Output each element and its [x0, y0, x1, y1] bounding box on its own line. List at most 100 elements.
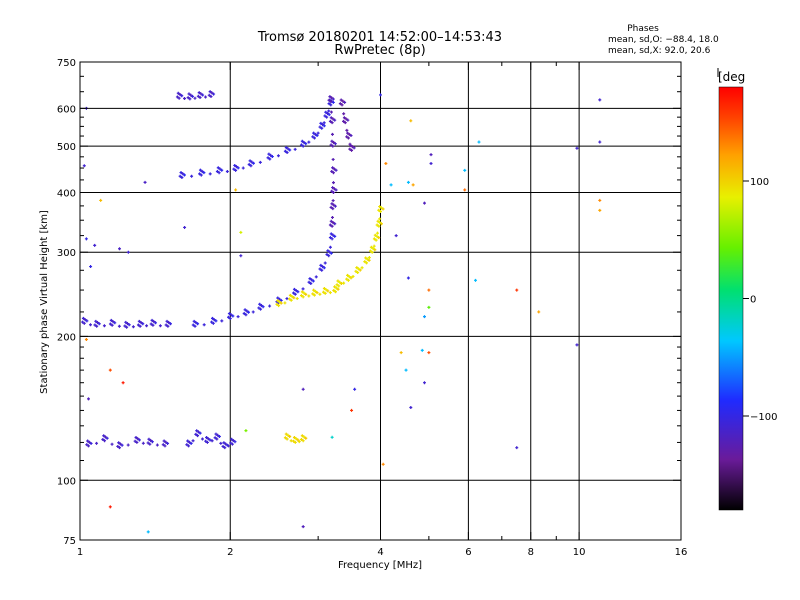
data-point: [285, 297, 289, 301]
data-point: [286, 147, 290, 151]
data-point: [346, 136, 350, 140]
data-point: [230, 442, 234, 446]
data-point: [192, 319, 196, 323]
data-point: [185, 443, 189, 447]
data-point: [284, 146, 288, 150]
data-point: [93, 323, 97, 327]
data-point: [331, 144, 335, 148]
data-point: [346, 131, 350, 135]
data-point: [283, 149, 287, 153]
data-point: [101, 437, 105, 441]
data-point: [148, 442, 152, 446]
y-tick-label: 300: [57, 248, 76, 259]
data-point: [406, 276, 410, 280]
data-point: [537, 310, 541, 314]
data-point: [201, 93, 205, 97]
data-point: [333, 222, 337, 226]
data-point: [316, 131, 320, 135]
data-point: [202, 323, 206, 327]
data-point: [330, 169, 334, 173]
x-tick-label: 16: [675, 547, 688, 558]
data-point: [124, 320, 128, 324]
data-point: [179, 171, 183, 175]
data-point: [199, 92, 203, 96]
data-point: [330, 224, 334, 228]
data-point: [327, 109, 331, 113]
data-point: [331, 186, 335, 190]
data-point: [307, 140, 311, 144]
data-point: [85, 443, 89, 447]
data-point: [196, 434, 200, 438]
data-point: [94, 319, 98, 323]
data-point: [250, 160, 254, 164]
data-point: [275, 302, 279, 306]
data-point: [331, 190, 335, 194]
data-point: [186, 96, 190, 100]
data-point: [117, 441, 121, 445]
data-point: [208, 438, 212, 442]
data-point: [346, 278, 350, 282]
data-point: [141, 322, 145, 326]
data-point: [363, 260, 367, 264]
data-point: [205, 440, 209, 444]
data-point: [422, 315, 426, 319]
data-point: [349, 276, 353, 280]
data-point: [81, 320, 85, 324]
data-point: [167, 321, 171, 325]
data-point: [283, 301, 287, 305]
data-point: [288, 435, 292, 439]
x-tick-label: 6: [465, 547, 471, 558]
data-point: [379, 222, 383, 226]
data-point: [198, 172, 202, 176]
data-point: [372, 237, 376, 241]
data-point: [364, 256, 368, 260]
data-point: [108, 322, 112, 326]
data-point: [301, 387, 305, 391]
data-point: [343, 100, 347, 104]
data-point: [292, 296, 296, 300]
data-point: [133, 439, 137, 443]
data-point: [330, 139, 334, 143]
data-point: [116, 444, 120, 448]
data-point: [311, 279, 315, 283]
data-point: [336, 279, 340, 283]
data-point: [329, 232, 333, 236]
data-point: [189, 93, 193, 97]
data-point: [330, 435, 334, 439]
data-point: [301, 295, 305, 299]
data-point: [360, 266, 364, 270]
data-point: [378, 205, 382, 209]
data-point: [276, 299, 280, 303]
data-point: [329, 219, 333, 223]
data-point: [329, 110, 333, 114]
data-point: [136, 323, 140, 327]
data-point: [379, 206, 383, 210]
data-point: [304, 142, 308, 146]
data-point: [139, 321, 143, 325]
grid-lines: [80, 62, 681, 540]
data-point: [332, 203, 336, 207]
data-point: [332, 167, 336, 171]
data-point: [329, 103, 333, 107]
data-point: [127, 323, 131, 327]
data-point: [329, 100, 333, 104]
data-point: [293, 147, 297, 151]
data-point: [217, 171, 221, 175]
data-point: [312, 288, 316, 292]
data-point: [351, 274, 355, 278]
data-point: [261, 305, 265, 309]
data-point: [326, 289, 330, 293]
y-tick-label: 75: [63, 536, 76, 547]
data-point: [202, 171, 206, 175]
data-point: [123, 324, 127, 328]
x-axis-label: Frequency [MHz]: [338, 560, 422, 571]
data-point: [340, 103, 344, 107]
data-point: [323, 261, 327, 265]
data-point: [389, 183, 393, 187]
data-point: [224, 442, 228, 446]
data-point: [150, 440, 154, 444]
data-point: [266, 156, 270, 160]
data-point: [299, 294, 303, 298]
data-point: [136, 437, 140, 441]
data-point: [121, 381, 125, 385]
